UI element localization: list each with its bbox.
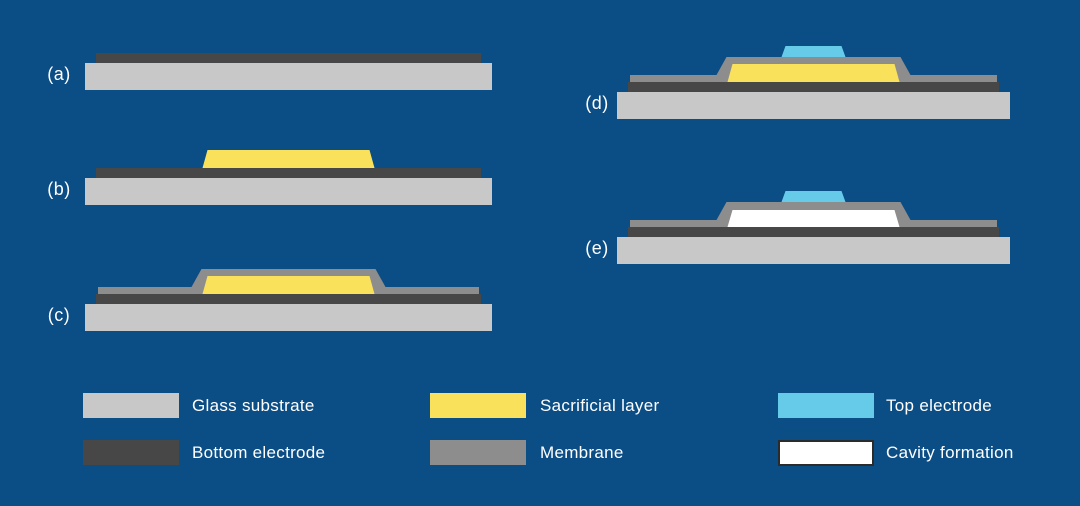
sacrificial-layer-shape <box>202 150 375 168</box>
legend-label-cavity-formation: Cavity formation <box>886 442 1014 462</box>
glass-substrate-shape <box>85 63 492 90</box>
top-electrode-shape <box>781 191 846 202</box>
panel-e-diagram <box>617 191 1010 264</box>
cavity-formation-shape <box>727 210 900 227</box>
legend-label-bottom-electrode: Bottom electrode <box>192 442 326 462</box>
panel-label-c: (c) <box>47 305 71 325</box>
glass-substrate-shape <box>85 178 492 205</box>
panel-label-a: (a) <box>47 64 71 84</box>
top-electrode-shape <box>781 46 846 57</box>
panel-d-diagram <box>617 46 1010 119</box>
bottom-electrode-shape <box>628 82 999 92</box>
panel-label-e: (e) <box>585 238 609 258</box>
panel-c-diagram <box>85 269 492 331</box>
sacrificial-layer-shape <box>202 276 375 294</box>
legend-swatch-cavity-formation <box>778 440 874 466</box>
glass-substrate-shape <box>617 237 1010 264</box>
glass-substrate-shape <box>85 304 492 331</box>
bottom-electrode-shape <box>96 53 481 63</box>
legend-swatch-top-electrode <box>778 393 874 418</box>
glass-substrate-shape <box>617 92 1010 119</box>
bottom-electrode-shape <box>96 294 481 304</box>
panel-a-diagram <box>85 53 492 90</box>
panel-b-diagram <box>85 150 492 205</box>
legend-label-top-electrode: Top electrode <box>886 395 992 415</box>
panel-label-d: (d) <box>585 93 609 113</box>
legend-label-glass-substrate: Glass substrate <box>192 395 315 415</box>
legend-swatch-membrane <box>430 440 526 465</box>
legend-swatch-bottom-electrode <box>83 440 179 465</box>
panel-label-b: (b) <box>47 179 71 199</box>
legend-label-membrane: Membrane <box>540 442 624 462</box>
bottom-electrode-shape <box>628 227 999 237</box>
legend-swatch-glass-substrate <box>83 393 179 418</box>
bottom-electrode-shape <box>96 168 481 178</box>
legend-swatch-sacrificial-layer <box>430 393 526 418</box>
legend-label-sacrificial-layer: Sacrificial layer <box>540 395 660 415</box>
sacrificial-layer-shape <box>727 64 900 82</box>
